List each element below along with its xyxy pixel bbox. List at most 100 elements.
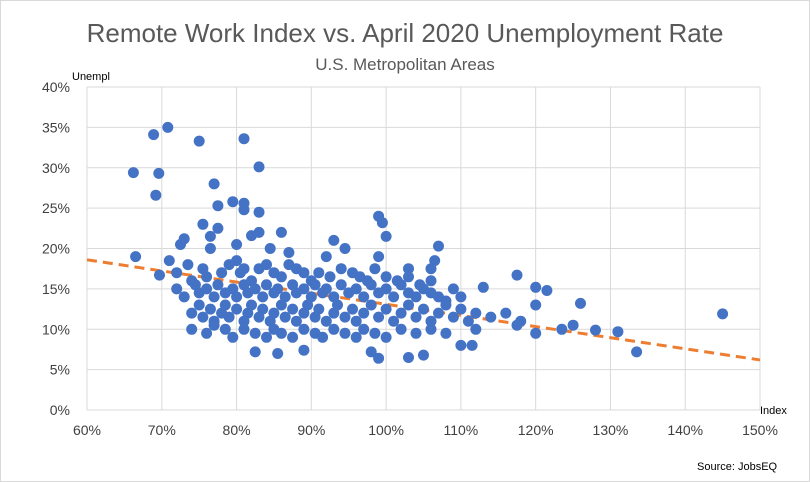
data-point [395, 279, 407, 291]
data-point [418, 303, 429, 315]
data-point [309, 279, 321, 291]
data-point [162, 121, 174, 133]
data-point [127, 167, 139, 179]
data-point [339, 327, 351, 339]
data-point [275, 299, 287, 311]
data-point [227, 196, 239, 208]
data-point [455, 303, 467, 315]
data-point [388, 315, 400, 327]
data-point [275, 226, 287, 238]
data-point [425, 323, 437, 335]
data-point [612, 326, 624, 338]
y-tick-label: 15% [42, 281, 70, 297]
data-point [298, 344, 310, 356]
data-point [212, 279, 224, 291]
data-point [193, 299, 205, 311]
data-point [440, 299, 452, 311]
x-tick-label: 90% [297, 422, 325, 438]
data-point [395, 323, 407, 335]
data-point [204, 243, 216, 254]
data-point [231, 303, 243, 315]
x-tick-label: 110% [443, 422, 478, 438]
y-tick-label: 30% [42, 160, 70, 176]
data-point [590, 324, 601, 336]
data-point [253, 161, 265, 173]
data-point [313, 303, 325, 315]
data-point [440, 327, 452, 339]
data-point [197, 311, 209, 323]
data-point [216, 267, 228, 279]
data-point [261, 259, 272, 271]
data-point [313, 267, 325, 279]
y-tick-label: 5% [50, 362, 70, 378]
data-point [272, 283, 284, 295]
x-tick-label: 80% [223, 422, 251, 438]
data-point [204, 303, 216, 315]
data-point [253, 206, 265, 218]
data-point [433, 240, 444, 252]
data-point [302, 299, 314, 311]
y-tick-label: 20% [42, 241, 70, 257]
data-point [238, 133, 250, 145]
data-point [335, 279, 347, 291]
data-point [410, 327, 422, 339]
x-axis-label: Index [760, 405, 787, 417]
data-point [395, 307, 407, 319]
data-point [249, 327, 261, 339]
data-point [425, 315, 437, 327]
data-point [154, 269, 165, 281]
data-point [717, 308, 729, 320]
data-point [455, 291, 467, 303]
x-tick-label: 70% [148, 422, 176, 438]
data-point [268, 307, 280, 319]
data-point [511, 319, 523, 331]
data-point [238, 204, 250, 216]
data-point [148, 129, 160, 141]
data-point [201, 283, 213, 295]
y-tick-label: 25% [42, 200, 70, 216]
data-point [380, 303, 392, 315]
data-point [298, 323, 310, 335]
y-tick-label: 0% [50, 402, 70, 418]
data-point [373, 352, 385, 364]
source-note: Source: JobsEQ [697, 461, 778, 473]
data-point [204, 230, 216, 242]
data-point [249, 283, 261, 295]
data-point [219, 323, 231, 335]
data-point [212, 200, 224, 212]
data-point [208, 291, 220, 303]
data-point [249, 346, 261, 358]
data-point [376, 217, 388, 229]
data-point [246, 299, 257, 311]
data-point [150, 189, 162, 201]
data-point [238, 323, 250, 335]
data-point [178, 233, 190, 245]
x-tick-label: 100% [368, 422, 404, 438]
data-point [178, 291, 190, 303]
data-point [403, 299, 414, 311]
data-point [365, 346, 377, 358]
data-point [530, 299, 542, 311]
data-point [575, 297, 586, 309]
data-point [272, 348, 284, 359]
x-tick-label: 150% [742, 422, 778, 438]
data-point [339, 311, 351, 323]
data-point [470, 307, 482, 319]
data-point [193, 135, 205, 147]
data-point [231, 255, 243, 267]
data-point [403, 271, 414, 283]
data-point [556, 323, 568, 335]
data-point [186, 307, 198, 319]
data-point [227, 331, 239, 343]
data-point [324, 271, 336, 283]
data-point [130, 251, 142, 263]
data-point [163, 255, 175, 267]
data-point [511, 269, 523, 281]
data-point [410, 291, 422, 303]
data-point [317, 331, 329, 343]
data-point [631, 346, 643, 358]
data-point [500, 307, 512, 319]
data-point [380, 283, 392, 295]
data-point [283, 247, 295, 258]
